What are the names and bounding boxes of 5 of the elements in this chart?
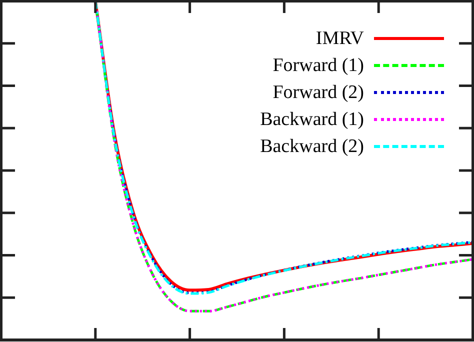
- legend-label: Forward (1): [272, 54, 364, 78]
- legend-label: Backward (2): [260, 135, 364, 159]
- legend-label: Forward (2): [272, 81, 364, 105]
- legend-label: Backward (1): [260, 108, 364, 132]
- legend-label: IMRV: [316, 27, 364, 51]
